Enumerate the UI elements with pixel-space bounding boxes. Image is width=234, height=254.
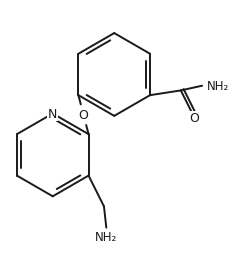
Text: O: O xyxy=(79,109,88,122)
Text: O: O xyxy=(189,112,199,125)
Text: NH₂: NH₂ xyxy=(95,230,117,243)
Text: NH₂: NH₂ xyxy=(207,80,229,93)
Text: N: N xyxy=(48,107,57,120)
